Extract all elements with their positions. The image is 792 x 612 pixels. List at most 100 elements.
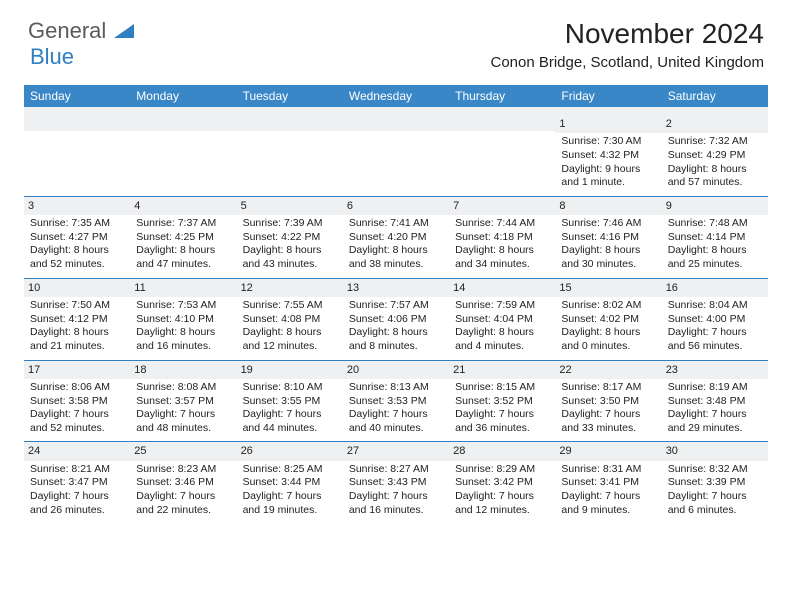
day-number: 6 <box>343 197 449 215</box>
day-number: 23 <box>662 361 768 379</box>
sunrise-text: Sunrise: 8:19 AM <box>668 381 762 395</box>
day-number: 12 <box>237 279 343 297</box>
calendar-week-row: 10Sunrise: 7:50 AMSunset: 4:12 PMDayligh… <box>24 278 768 360</box>
daylight-text: Daylight: 7 hours and 9 minutes. <box>561 490 655 517</box>
calendar-cell: 3Sunrise: 7:35 AMSunset: 4:27 PMDaylight… <box>24 196 130 278</box>
sunrise-text: Sunrise: 7:57 AM <box>349 299 443 313</box>
day-number: 21 <box>449 361 555 379</box>
sunrise-text: Sunrise: 8:31 AM <box>561 463 655 477</box>
day-number: 4 <box>130 197 236 215</box>
sunset-text: Sunset: 4:06 PM <box>349 313 443 327</box>
calendar-week-row: 3Sunrise: 7:35 AMSunset: 4:27 PMDaylight… <box>24 196 768 278</box>
day-number: 17 <box>24 361 130 379</box>
empty-day <box>130 115 236 131</box>
daylight-text: Daylight: 7 hours and 6 minutes. <box>668 490 762 517</box>
sunset-text: Sunset: 4:04 PM <box>455 313 549 327</box>
sunrise-text: Sunrise: 7:37 AM <box>136 217 230 231</box>
daylight-text: Daylight: 8 hours and 12 minutes. <box>243 326 337 353</box>
month-title: November 2024 <box>490 18 764 50</box>
sunset-text: Sunset: 3:50 PM <box>561 395 655 409</box>
calendar-cell: 2Sunrise: 7:32 AMSunset: 4:29 PMDaylight… <box>662 115 768 196</box>
daylight-text: Daylight: 7 hours and 19 minutes. <box>243 490 337 517</box>
weekday-header: Tuesday <box>237 85 343 107</box>
calendar-cell: 6Sunrise: 7:41 AMSunset: 4:20 PMDaylight… <box>343 196 449 278</box>
empty-day <box>237 115 343 131</box>
calendar-cell: 21Sunrise: 8:15 AMSunset: 3:52 PMDayligh… <box>449 360 555 442</box>
sunset-text: Sunset: 3:42 PM <box>455 476 549 490</box>
logo: General Blue <box>28 18 134 70</box>
sunset-text: Sunset: 3:53 PM <box>349 395 443 409</box>
sunset-text: Sunset: 4:27 PM <box>30 231 124 245</box>
sunrise-text: Sunrise: 7:48 AM <box>668 217 762 231</box>
sunrise-text: Sunrise: 7:50 AM <box>30 299 124 313</box>
calendar-cell <box>24 115 130 196</box>
daylight-text: Daylight: 7 hours and 48 minutes. <box>136 408 230 435</box>
sunrise-text: Sunrise: 8:29 AM <box>455 463 549 477</box>
daylight-text: Daylight: 8 hours and 21 minutes. <box>30 326 124 353</box>
sunset-text: Sunset: 3:39 PM <box>668 476 762 490</box>
daylight-text: Daylight: 7 hours and 36 minutes. <box>455 408 549 435</box>
logo-text-sub: Blue <box>30 44 74 69</box>
sunrise-text: Sunrise: 7:35 AM <box>30 217 124 231</box>
daylight-text: Daylight: 9 hours and 1 minute. <box>561 163 655 190</box>
daylight-text: Daylight: 7 hours and 16 minutes. <box>349 490 443 517</box>
sunset-text: Sunset: 4:14 PM <box>668 231 762 245</box>
daylight-text: Daylight: 7 hours and 56 minutes. <box>668 326 762 353</box>
calendar-cell: 23Sunrise: 8:19 AMSunset: 3:48 PMDayligh… <box>662 360 768 442</box>
calendar-week-row: 24Sunrise: 8:21 AMSunset: 3:47 PMDayligh… <box>24 442 768 523</box>
sunset-text: Sunset: 3:58 PM <box>30 395 124 409</box>
daylight-text: Daylight: 7 hours and 22 minutes. <box>136 490 230 517</box>
sunset-text: Sunset: 3:43 PM <box>349 476 443 490</box>
logo-triangle-icon <box>114 24 134 43</box>
sunrise-text: Sunrise: 8:32 AM <box>668 463 762 477</box>
calendar-cell: 12Sunrise: 7:55 AMSunset: 4:08 PMDayligh… <box>237 278 343 360</box>
weekday-header: Friday <box>555 85 661 107</box>
calendar-cell: 7Sunrise: 7:44 AMSunset: 4:18 PMDaylight… <box>449 196 555 278</box>
daylight-text: Daylight: 8 hours and 43 minutes. <box>243 244 337 271</box>
sunset-text: Sunset: 4:00 PM <box>668 313 762 327</box>
day-number: 19 <box>237 361 343 379</box>
sunset-text: Sunset: 3:52 PM <box>455 395 549 409</box>
weekday-header-row: SundayMondayTuesdayWednesdayThursdayFrid… <box>24 85 768 107</box>
calendar-cell: 5Sunrise: 7:39 AMSunset: 4:22 PMDaylight… <box>237 196 343 278</box>
day-number: 8 <box>555 197 661 215</box>
calendar-cell: 27Sunrise: 8:27 AMSunset: 3:43 PMDayligh… <box>343 442 449 523</box>
day-number: 26 <box>237 442 343 460</box>
calendar-cell <box>449 115 555 196</box>
calendar-cell: 10Sunrise: 7:50 AMSunset: 4:12 PMDayligh… <box>24 278 130 360</box>
location: Conon Bridge, Scotland, United Kingdom <box>490 54 764 71</box>
day-number: 14 <box>449 279 555 297</box>
calendar-cell: 14Sunrise: 7:59 AMSunset: 4:04 PMDayligh… <box>449 278 555 360</box>
calendar-cell: 18Sunrise: 8:08 AMSunset: 3:57 PMDayligh… <box>130 360 236 442</box>
daylight-text: Daylight: 7 hours and 29 minutes. <box>668 408 762 435</box>
calendar-cell <box>237 115 343 196</box>
sunrise-text: Sunrise: 8:02 AM <box>561 299 655 313</box>
day-number: 22 <box>555 361 661 379</box>
sunset-text: Sunset: 4:12 PM <box>30 313 124 327</box>
calendar-cell: 1Sunrise: 7:30 AMSunset: 4:32 PMDaylight… <box>555 115 661 196</box>
sunrise-text: Sunrise: 8:27 AM <box>349 463 443 477</box>
sunset-text: Sunset: 4:22 PM <box>243 231 337 245</box>
daylight-text: Daylight: 7 hours and 44 minutes. <box>243 408 337 435</box>
calendar-cell: 28Sunrise: 8:29 AMSunset: 3:42 PMDayligh… <box>449 442 555 523</box>
day-number: 16 <box>662 279 768 297</box>
sunrise-text: Sunrise: 8:17 AM <box>561 381 655 395</box>
daylight-text: Daylight: 7 hours and 33 minutes. <box>561 408 655 435</box>
calendar-cell: 17Sunrise: 8:06 AMSunset: 3:58 PMDayligh… <box>24 360 130 442</box>
sunset-text: Sunset: 3:47 PM <box>30 476 124 490</box>
sunset-text: Sunset: 4:16 PM <box>561 231 655 245</box>
sunset-text: Sunset: 4:20 PM <box>349 231 443 245</box>
weekday-header: Wednesday <box>343 85 449 107</box>
sunset-text: Sunset: 4:10 PM <box>136 313 230 327</box>
calendar-cell: 24Sunrise: 8:21 AMSunset: 3:47 PMDayligh… <box>24 442 130 523</box>
sunrise-text: Sunrise: 7:41 AM <box>349 217 443 231</box>
calendar-cell <box>130 115 236 196</box>
calendar-table: SundayMondayTuesdayWednesdayThursdayFrid… <box>24 85 768 523</box>
sunset-text: Sunset: 3:46 PM <box>136 476 230 490</box>
calendar-cell: 29Sunrise: 8:31 AMSunset: 3:41 PMDayligh… <box>555 442 661 523</box>
weekday-header: Monday <box>130 85 236 107</box>
header-spacer-row <box>24 107 768 115</box>
sunset-text: Sunset: 3:44 PM <box>243 476 337 490</box>
day-number: 18 <box>130 361 236 379</box>
sunrise-text: Sunrise: 8:06 AM <box>30 381 124 395</box>
